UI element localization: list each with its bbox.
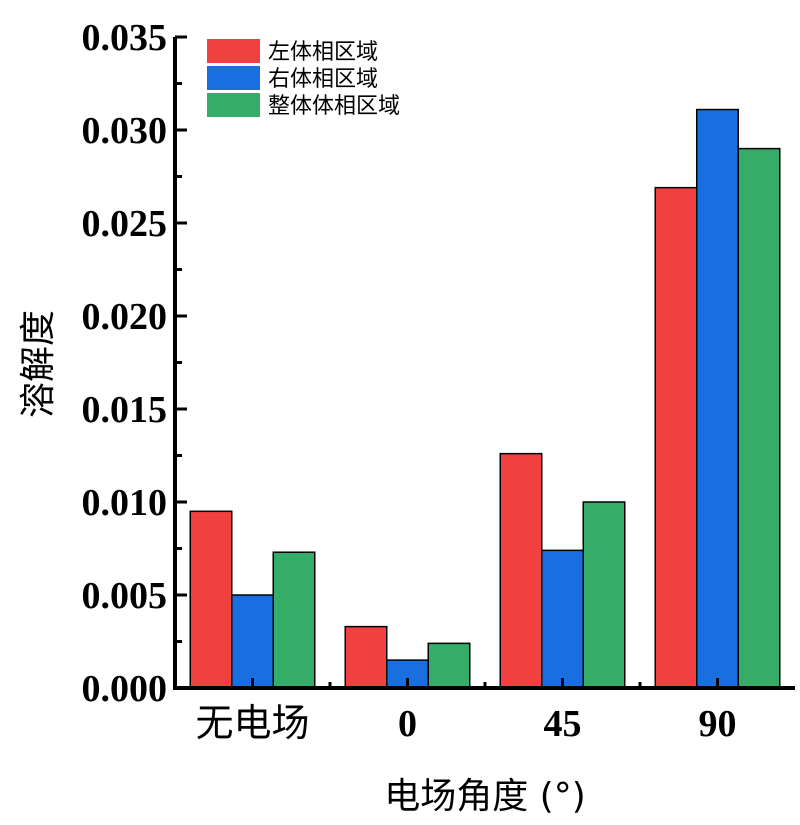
y-tick-label: 0.000 xyxy=(82,668,168,710)
bar xyxy=(582,501,626,689)
legend-swatch xyxy=(207,66,260,90)
legend-swatch xyxy=(207,39,260,63)
bar xyxy=(654,186,698,689)
legend-swatch xyxy=(207,93,260,117)
legend-label: 左体相区域 xyxy=(268,40,378,65)
y-tick-label: 0.010 xyxy=(82,482,168,524)
y-tick-label: 0.015 xyxy=(82,389,168,431)
x-axis-ticks: 无电场 0 45 90 xyxy=(195,678,737,745)
bar xyxy=(272,551,316,689)
bar xyxy=(737,147,781,689)
bar xyxy=(344,625,388,689)
y-axis-title: 溶解度 xyxy=(18,310,59,418)
bar xyxy=(696,108,739,689)
x-tick-label: 0 xyxy=(398,703,417,745)
y-tick-label: 0.030 xyxy=(82,110,168,152)
bar xyxy=(427,642,471,689)
bar xyxy=(189,510,233,689)
bar xyxy=(541,549,584,689)
legend-label: 整体体相区域 xyxy=(268,94,400,119)
y-axis-ticks: 0.000 0.005 0.010 0.015 0.020 0.025 0.030 0.035 xyxy=(82,17,187,710)
bars xyxy=(189,108,781,689)
y-tick-label: 0.005 xyxy=(82,575,168,617)
x-tick-label: 90 xyxy=(699,703,737,745)
x-tick-label: 无电场 xyxy=(195,701,309,745)
y-tick-label: 0.020 xyxy=(82,296,168,338)
x-tick-label: 45 xyxy=(544,703,582,745)
y-tick-label: 0.035 xyxy=(82,17,168,59)
y-tick-label: 0.025 xyxy=(82,203,168,245)
bar xyxy=(231,594,274,689)
x-axis-title: 电场角度 (°) xyxy=(384,776,586,817)
legend-label: 右体相区域 xyxy=(268,67,378,92)
bar xyxy=(499,452,543,689)
